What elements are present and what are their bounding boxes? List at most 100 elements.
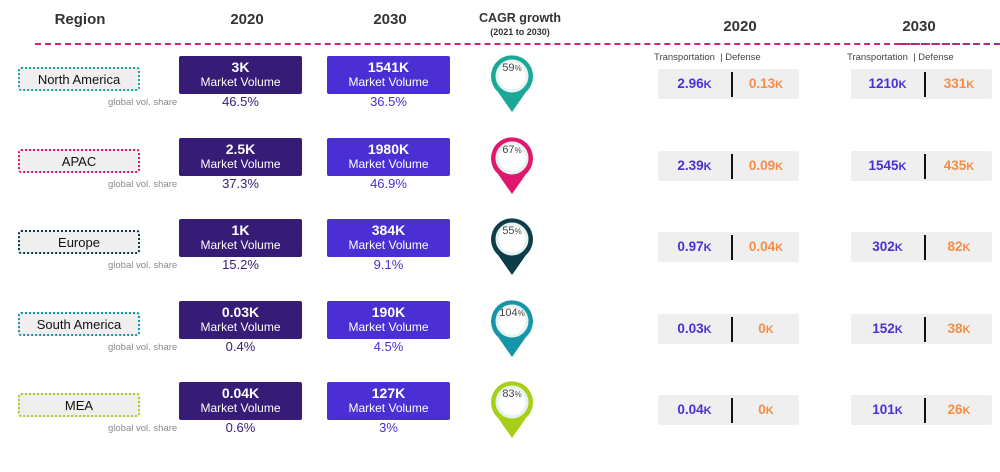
transportation-2030: 1545K: [868, 158, 907, 173]
region-label: MEA: [18, 393, 140, 417]
volume-2020-label: Market Volume: [200, 238, 281, 252]
share-2020: 15.2%: [222, 257, 259, 272]
region-label: APAC: [18, 149, 140, 173]
split-2020: 2.39K 0.09K: [658, 151, 799, 181]
volume-2030-label: Market Volume: [348, 157, 429, 171]
split-2020: 2.96K 0.13K: [658, 69, 799, 99]
divider: [731, 317, 733, 342]
split-2030: 1210K 331K: [851, 69, 992, 99]
share-2030: 3%: [379, 420, 398, 435]
split-2030: 1545K 435K: [851, 151, 992, 181]
divider: [924, 398, 926, 423]
map-pin-icon: [491, 137, 533, 194]
region-row: South America 0.03K Market Volume 190K M…: [0, 300, 1000, 391]
split-2020: 0.97K 0.04K: [658, 232, 799, 262]
global-share-label: global vol. share: [108, 423, 178, 434]
market-volume-2030: 384K Market Volume: [327, 219, 450, 257]
region-label: Europe: [18, 230, 140, 254]
share-2030: 9.1%: [373, 257, 404, 272]
volume-2030-value: 1541K: [367, 59, 410, 75]
transportation-2030: 152K: [872, 321, 903, 336]
volume-2030-label: Market Volume: [348, 238, 429, 252]
defense-2020: 0K: [758, 402, 774, 417]
header-cagr: CAGR growth: [479, 11, 561, 25]
transportation-2020: 0.04K: [677, 402, 712, 417]
volume-2030-value: 384K: [371, 222, 406, 238]
transportation-2030: 101K: [872, 402, 903, 417]
split-2030: 302K 82K: [851, 232, 992, 262]
volume-2020-value: 0.04K: [221, 385, 260, 401]
global-share-label: global vol. share: [108, 179, 178, 190]
defense-2030: 26K: [947, 402, 971, 417]
region-row: North America 3K Market Volume 1541K Mar…: [0, 55, 1000, 146]
volume-2020-value: 2.5K: [225, 141, 256, 157]
transportation-2020: 0.03K: [677, 321, 712, 336]
transportation-2020: 2.96K: [677, 76, 712, 91]
market-volume-2030: 1541K Market Volume: [327, 56, 450, 94]
header-2020: 2020: [230, 11, 264, 28]
cagr-value: 55%: [502, 225, 522, 237]
defense-2020: 0.09K: [748, 158, 784, 173]
header-divider: [35, 43, 1000, 45]
split-2020: 0.04K 0K: [658, 395, 799, 425]
divider: [924, 72, 926, 97]
market-volume-2020: 3K Market Volume: [179, 56, 302, 94]
header-2030: 2030: [373, 11, 407, 28]
global-share-label: global vol. share: [108, 260, 178, 271]
defense-2030: 435K: [943, 158, 975, 173]
cagr-value: 83%: [502, 388, 522, 400]
defense-2030: 38K: [947, 321, 971, 336]
cagr-value: 67%: [502, 144, 522, 156]
volume-2020-value: 0.03K: [221, 304, 260, 320]
map-pin-icon: [491, 300, 533, 357]
volume-2030-value: 190K: [371, 304, 406, 320]
global-share-label: global vol. share: [108, 97, 178, 108]
share-2020: 0.6%: [225, 420, 256, 435]
region-label: South America: [18, 312, 140, 336]
volume-2020-value: 3K: [231, 59, 250, 75]
cagr-value: 59%: [502, 62, 522, 74]
divider: [731, 235, 733, 260]
transportation-2030: 1210K: [868, 76, 907, 91]
region-row: MEA 0.04K Market Volume 127K Market Volu…: [0, 381, 1000, 472]
defense-2020: 0.04K: [748, 239, 784, 254]
global-share-label: global vol. share: [108, 342, 178, 353]
volume-2020-label: Market Volume: [200, 75, 281, 89]
transportation-2020: 0.97K: [677, 239, 712, 254]
map-pin-icon: [491, 55, 533, 112]
map-pin-icon: [491, 218, 533, 275]
header-divider-end: [900, 43, 1000, 45]
region-label: North America: [18, 67, 140, 91]
volume-2030-label: Market Volume: [348, 75, 429, 89]
split-2030: 152K 38K: [851, 314, 992, 344]
share-2030: 4.5%: [373, 339, 404, 354]
defense-2020: 0.13K: [748, 76, 784, 91]
segment-label-2030: Transportation | Defense: [847, 52, 954, 63]
divider: [731, 154, 733, 179]
segment-label-2020: Transportation | Defense: [654, 52, 761, 63]
market-volume-2030: 1980K Market Volume: [327, 138, 450, 176]
divider: [731, 72, 733, 97]
region-row: Europe 1K Market Volume 384K Market Volu…: [0, 218, 1000, 309]
divider: [924, 154, 926, 179]
market-volume-2020: 0.03K Market Volume: [179, 301, 302, 339]
map-pin-icon: [491, 381, 533, 438]
share-2020: 37.3%: [222, 176, 259, 191]
market-volume-2020: 2.5K Market Volume: [179, 138, 302, 176]
volume-2030-label: Market Volume: [348, 401, 429, 415]
transportation-2020: 2.39K: [677, 158, 712, 173]
volume-2020-label: Market Volume: [200, 157, 281, 171]
market-volume-2020: 0.04K Market Volume: [179, 382, 302, 420]
split-2020: 0.03K 0K: [658, 314, 799, 344]
header-right-2030: 2030: [902, 18, 936, 35]
volume-2030-value: 127K: [371, 385, 406, 401]
market-volume-2030: 127K Market Volume: [327, 382, 450, 420]
defense-2030: 82K: [947, 239, 971, 254]
volume-2020-label: Market Volume: [200, 401, 281, 415]
share-2020: 0.4%: [225, 339, 256, 354]
defense-2020: 0K: [758, 321, 774, 336]
volume-2020-value: 1K: [231, 222, 250, 238]
cagr-value: 104%: [499, 307, 525, 319]
share-2020: 46.5%: [222, 94, 259, 109]
defense-2030: 331K: [943, 76, 975, 91]
